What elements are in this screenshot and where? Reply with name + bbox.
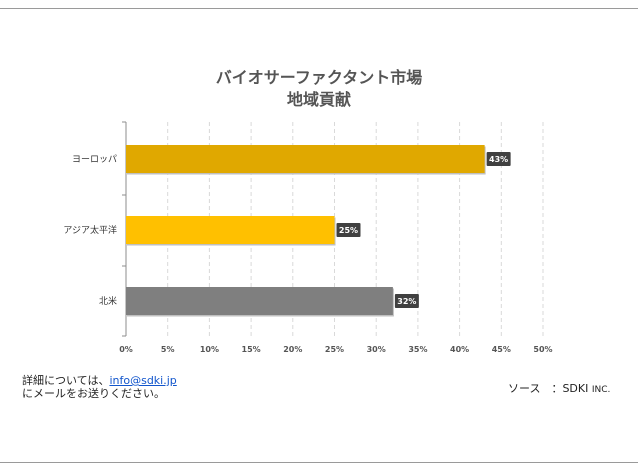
bar bbox=[126, 216, 335, 244]
category-label: 北米 bbox=[99, 295, 117, 307]
x-tick-label: 30% bbox=[367, 345, 386, 354]
source-label: ソース ：SDKI bbox=[508, 382, 589, 395]
x-tick-label: 0% bbox=[119, 345, 133, 354]
data-label: 25% bbox=[339, 226, 358, 235]
contact-note: 詳細については、info@sdki.jp にメールをお送りください。 bbox=[22, 374, 177, 400]
x-tick-label: 10% bbox=[200, 345, 219, 354]
contact-prefix: 詳細については、 bbox=[22, 374, 110, 387]
data-label-box bbox=[486, 152, 511, 166]
source-suffix: INC. bbox=[591, 385, 611, 395]
x-tick-label: 5% bbox=[161, 345, 175, 354]
top-divider bbox=[0, 8, 638, 9]
x-tick-label: 40% bbox=[450, 345, 469, 354]
source-credit: ソース ：SDKI INC. bbox=[508, 380, 610, 396]
chart-subtitle: 地域貢献 bbox=[286, 90, 351, 109]
bar bbox=[126, 287, 393, 315]
category-label: アジア太平洋 bbox=[63, 224, 117, 236]
category-label: ヨーロッパ bbox=[72, 154, 117, 165]
x-tick-label: 50% bbox=[533, 345, 552, 354]
data-label-box bbox=[394, 294, 419, 308]
contact-suffix: にメールをお送りください。 bbox=[22, 387, 165, 400]
data-label: 32% bbox=[397, 297, 416, 306]
data-label-box bbox=[336, 223, 361, 237]
x-tick-label: 45% bbox=[492, 345, 511, 354]
bottom-divider bbox=[0, 462, 638, 463]
x-tick-label: 35% bbox=[408, 345, 427, 354]
x-tick-label: 25% bbox=[325, 345, 344, 354]
chart-title: バイオサーファクタント市場 bbox=[215, 68, 423, 87]
x-tick-label: 15% bbox=[242, 345, 261, 354]
contact-email-link[interactable]: info@sdki.jp bbox=[109, 374, 177, 387]
x-tick-label: 20% bbox=[283, 345, 302, 354]
bar bbox=[126, 145, 485, 173]
data-label: 43% bbox=[489, 155, 508, 164]
